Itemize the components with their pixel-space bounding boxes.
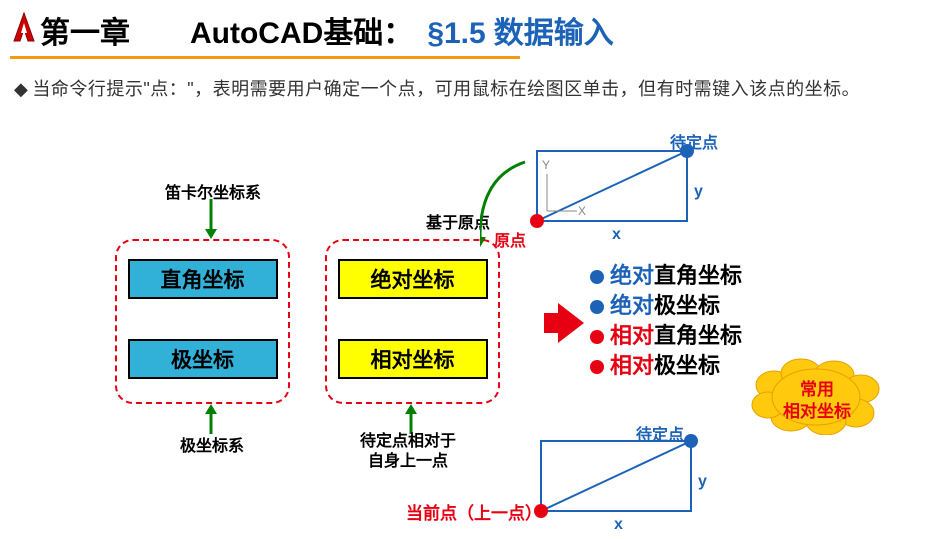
slide-header: 第一章 AutoCAD 基础： §1.5 数据输入 <box>0 0 950 52</box>
polar-coord-box: 极坐标 <box>128 339 278 379</box>
bullet-dot-icon <box>590 360 604 374</box>
polar-system-label: 极坐标系 <box>180 432 244 456</box>
relative-coord-box: 相对坐标 <box>338 339 488 379</box>
svg-text:Y: Y <box>542 158 550 172</box>
bullet-diamond-icon: ◆ <box>14 79 28 99</box>
list-prefix: 绝对 <box>610 293 654 318</box>
list-prefix: 绝对 <box>610 263 654 288</box>
cloud-text-1: 常用 <box>800 380 834 399</box>
x-axis-label-2: x <box>614 516 623 534</box>
absolute-diagram: X Y 原点 待定点 x y <box>522 129 702 244</box>
cloud-text-2: 相对坐标 <box>783 402 851 421</box>
autocad-logo-icon <box>10 11 38 43</box>
description-text: ◆当命令行提示"点："，表明需要用户确定一个点，可用鼠标在绘图区单击，但有时需键… <box>0 59 950 109</box>
current-point-label: 当前点（上一点） <box>406 499 542 524</box>
relative-diagram: 当前点（上一点） 待定点 x y <box>516 419 706 534</box>
rectangular-coord-box: 直角坐标 <box>128 259 278 299</box>
list-suffix: 直角坐标 <box>654 323 742 348</box>
svg-text:X: X <box>578 204 586 218</box>
absolute-coord-box: 绝对坐标 <box>338 259 488 299</box>
basics-text: 基础： <box>323 8 413 52</box>
description-content: 当命令行提示"点："，表明需要用户确定一个点，可用鼠标在绘图区单击，但有时需键入… <box>32 79 860 99</box>
list-suffix: 极坐标 <box>654 293 720 318</box>
arrow-up-icon-2 <box>405 404 417 434</box>
coordinate-system-group: 直角坐标 极坐标 <box>115 239 290 404</box>
arrow-down-icon <box>205 199 217 239</box>
big-arrow-icon <box>544 301 588 350</box>
diagram-canvas: 笛卡尔坐标系 直角坐标 极坐标 极坐标系 基于原点 绝对坐标 相对坐标 待定点相… <box>0 109 950 539</box>
x-axis-label: x <box>612 226 621 244</box>
section-number: §1.5 <box>427 17 485 51</box>
cloud-callout: 常用 相对坐标 <box>752 361 882 431</box>
list-item: 相对极坐标 <box>590 351 742 381</box>
autocad-text: AutoCAD <box>190 17 323 51</box>
reference-group: 绝对坐标 相对坐标 <box>325 239 500 404</box>
chapter-title: 第一章 <box>40 8 130 52</box>
relative-point-label: 待定点相对于 自身上一点 <box>360 432 456 472</box>
list-item: 相对直角坐标 <box>590 321 742 351</box>
list-item: 绝对直角坐标 <box>590 261 742 291</box>
bullet-dot-icon <box>590 270 604 284</box>
list-prefix: 相对 <box>610 323 654 348</box>
pending-point-label: 待定点 <box>670 129 718 153</box>
list-suffix: 极坐标 <box>654 353 720 378</box>
list-suffix: 直角坐标 <box>654 263 742 288</box>
list-prefix: 相对 <box>610 353 654 378</box>
list-item: 绝对极坐标 <box>590 291 742 321</box>
section-title: 数据输入 <box>494 8 614 52</box>
origin-point-label: 原点 <box>494 227 526 251</box>
y-axis-label-2: y <box>698 473 707 491</box>
coord-type-list: 绝对直角坐标 绝对极坐标 相对直角坐标 相对极坐标 <box>590 261 742 381</box>
pending-point-label-2: 待定点 <box>636 421 684 445</box>
arrow-up-icon <box>205 404 217 434</box>
bullet-dot-icon <box>590 330 604 344</box>
bullet-dot-icon <box>590 300 604 314</box>
y-axis-label: y <box>694 183 703 201</box>
